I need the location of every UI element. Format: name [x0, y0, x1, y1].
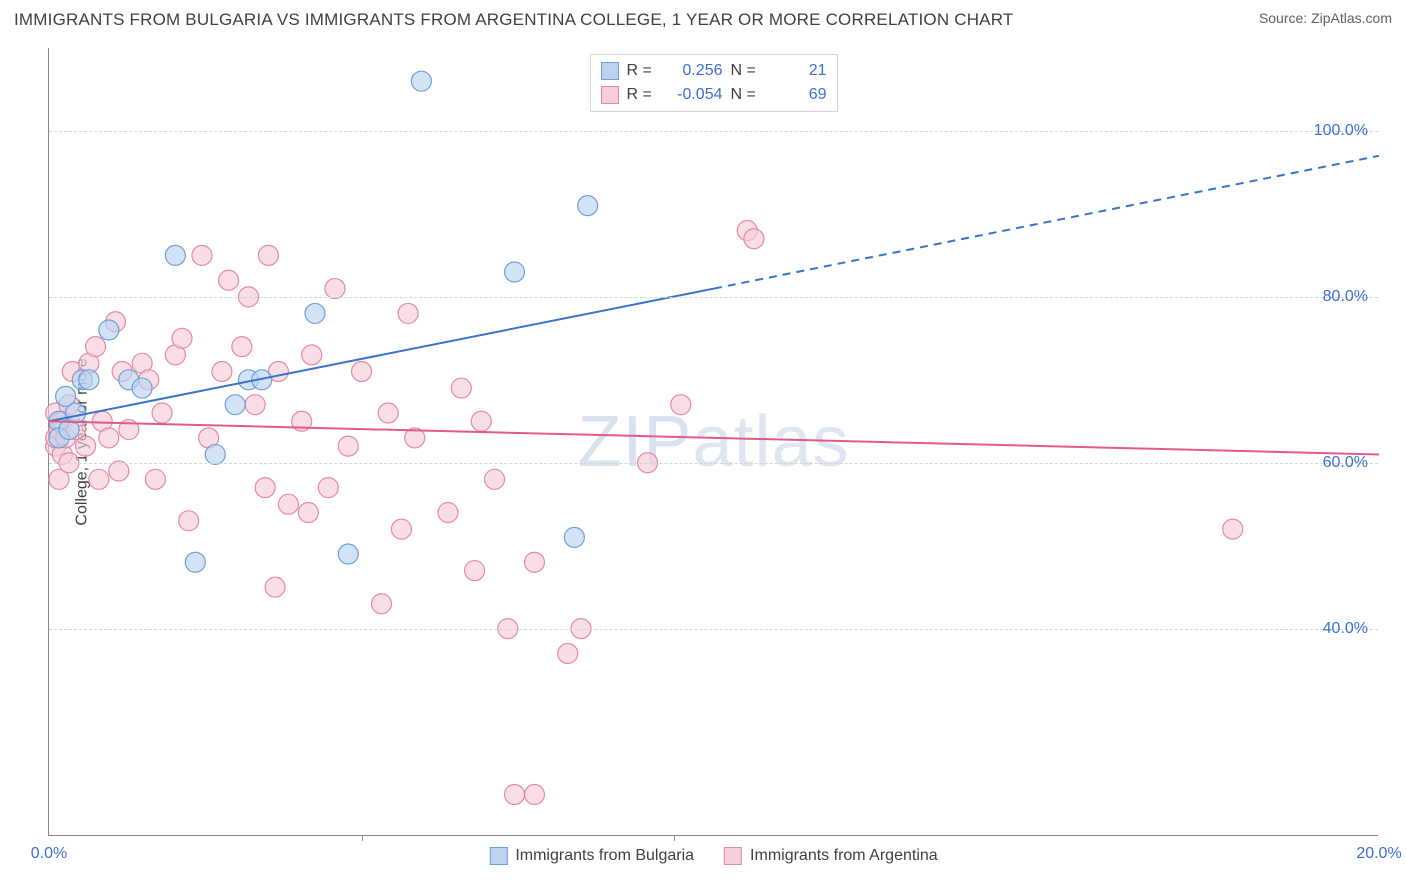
swatch-bulgaria-icon	[489, 847, 507, 865]
data-point	[225, 395, 245, 415]
y-tick-label: 60.0%	[1323, 454, 1368, 472]
swatch-argentina-icon	[724, 847, 742, 865]
y-tick-label: 80.0%	[1323, 288, 1368, 306]
r-label: R =	[627, 59, 655, 83]
data-point	[558, 644, 578, 664]
data-point	[398, 303, 418, 323]
data-point	[145, 469, 165, 489]
data-point	[245, 395, 265, 415]
data-point	[524, 785, 544, 805]
data-point	[372, 594, 392, 614]
data-point	[165, 245, 185, 265]
legend-label-argentina: Immigrants from Argentina	[750, 847, 938, 865]
y-tick-label: 40.0%	[1323, 620, 1368, 638]
data-point	[302, 345, 322, 365]
data-point	[1223, 519, 1243, 539]
data-point	[185, 552, 205, 572]
swatch-bulgaria-icon	[601, 62, 619, 80]
gridline	[49, 463, 1378, 464]
gridline	[49, 297, 1378, 298]
gridline	[49, 629, 1378, 630]
data-point	[132, 378, 152, 398]
data-point	[76, 436, 96, 456]
data-point	[192, 245, 212, 265]
data-point	[305, 303, 325, 323]
data-point	[325, 279, 345, 299]
data-point	[212, 361, 232, 381]
data-point	[232, 337, 252, 357]
data-point	[152, 403, 172, 423]
data-point	[278, 494, 298, 514]
data-point	[378, 403, 398, 423]
data-point	[89, 469, 109, 489]
data-point	[172, 328, 192, 348]
data-point	[671, 395, 691, 415]
data-point	[451, 378, 471, 398]
r-label: R =	[627, 83, 655, 107]
source-label: Source: ZipAtlas.com	[1259, 10, 1392, 26]
data-point	[258, 245, 278, 265]
data-point	[338, 544, 358, 564]
data-point	[179, 511, 199, 531]
data-point	[471, 411, 491, 431]
r-value-bulgaria: 0.256	[663, 59, 723, 83]
data-point	[86, 337, 106, 357]
n-value-argentina: 69	[767, 83, 827, 107]
data-point	[391, 519, 411, 539]
data-point	[485, 469, 505, 489]
data-point	[505, 262, 525, 282]
n-label: N =	[731, 83, 759, 107]
gridline	[49, 131, 1378, 132]
legend-label-bulgaria: Immigrants from Bulgaria	[515, 847, 694, 865]
data-point	[578, 196, 598, 216]
data-point	[99, 428, 119, 448]
data-point	[564, 527, 584, 547]
data-point	[438, 503, 458, 523]
data-point	[66, 403, 86, 423]
legend-series: Immigrants from Bulgaria Immigrants from…	[489, 847, 937, 865]
data-point	[109, 461, 129, 481]
plot-svg	[49, 48, 1378, 835]
data-point	[265, 577, 285, 597]
n-value-bulgaria: 21	[767, 59, 827, 83]
regression-line-bulgaria	[49, 289, 714, 422]
data-point	[411, 71, 431, 91]
x-tick-mark	[362, 835, 363, 841]
data-point	[524, 552, 544, 572]
r-value-argentina: -0.054	[663, 83, 723, 107]
data-point	[219, 270, 239, 290]
data-point	[465, 561, 485, 581]
regression-line-bulgaria-extrap	[714, 156, 1379, 289]
swatch-argentina-icon	[601, 86, 619, 104]
chart-title: IMMIGRANTS FROM BULGARIA VS IMMIGRANTS F…	[14, 10, 1013, 30]
data-point	[205, 444, 225, 464]
data-point	[255, 478, 275, 498]
x-tick-label: 0.0%	[31, 845, 67, 863]
x-tick-mark	[674, 835, 675, 841]
data-point	[352, 361, 372, 381]
data-point	[338, 436, 358, 456]
regression-line-argentina	[49, 421, 1379, 454]
data-point	[744, 229, 764, 249]
data-point	[318, 478, 338, 498]
legend-correlation: R = 0.256 N = 21 R = -0.054 N = 69	[590, 54, 838, 112]
data-point	[298, 503, 318, 523]
n-label: N =	[731, 59, 759, 83]
chart-area: College, 1 year or more ZIPatlas R = 0.2…	[48, 48, 1378, 836]
data-point	[505, 785, 525, 805]
x-tick-label: 20.0%	[1356, 845, 1401, 863]
y-tick-label: 100.0%	[1314, 122, 1368, 140]
data-point	[99, 320, 119, 340]
data-point	[79, 370, 99, 390]
